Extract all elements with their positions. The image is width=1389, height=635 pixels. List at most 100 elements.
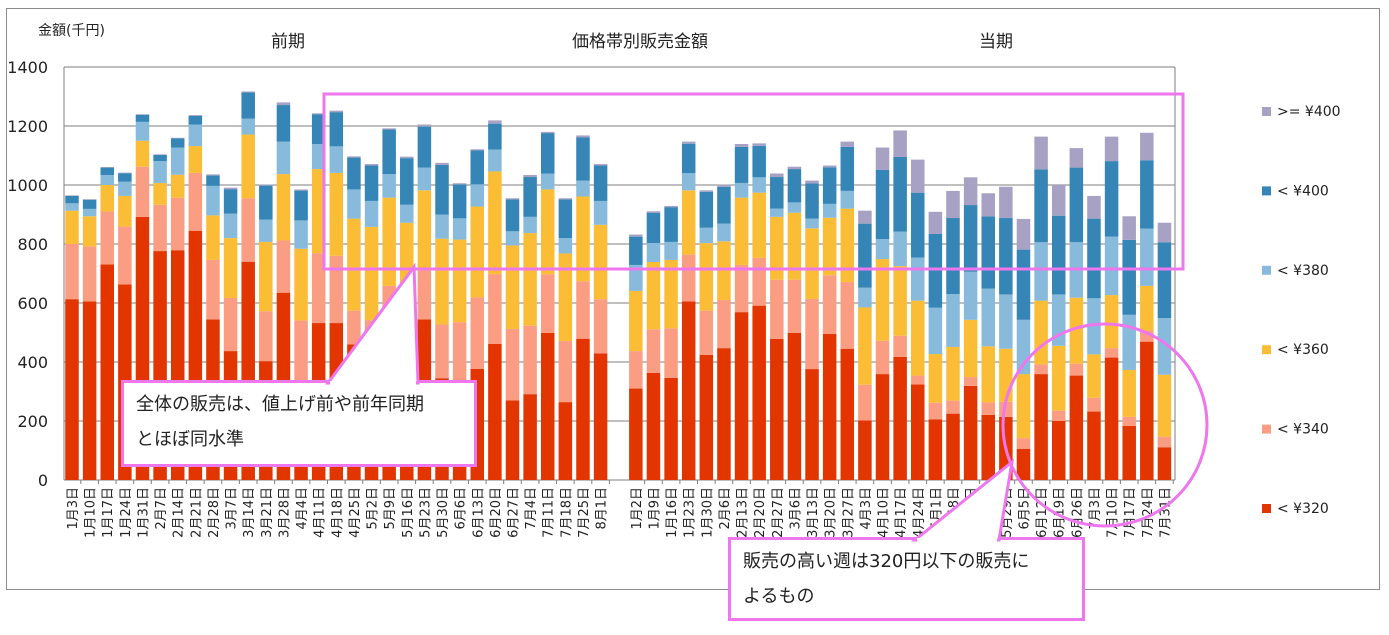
bar-segment xyxy=(1122,426,1136,480)
bar-segment xyxy=(858,287,872,308)
bar-segment xyxy=(822,217,837,276)
bar-segment xyxy=(100,174,114,185)
bar-segment xyxy=(505,328,520,401)
bar-segment xyxy=(664,328,678,378)
annotation-callout-overall: 全体の販売は、値上げ前や前年同期 とほぼ同水準 xyxy=(121,380,477,467)
bar-segment xyxy=(946,294,960,347)
x-tick-label: 7月10日 xyxy=(1106,487,1121,538)
bar-segment xyxy=(981,193,995,217)
x-tick-label: 3月20日 xyxy=(824,487,839,538)
bar-segment xyxy=(206,175,220,186)
bar-segment xyxy=(417,190,432,271)
bar-segment xyxy=(65,195,79,196)
bar-segment xyxy=(276,102,291,106)
bar-segment xyxy=(629,290,643,352)
bar-segment xyxy=(752,145,766,178)
bar-segment xyxy=(153,161,167,183)
bar-segment xyxy=(82,301,97,480)
bar-segment xyxy=(82,199,97,209)
bar-segment xyxy=(787,169,802,203)
x-tick-label: 3月28日 xyxy=(277,487,292,538)
bar-segment xyxy=(470,297,485,369)
bar-segment xyxy=(805,369,819,480)
bar-segment xyxy=(82,246,97,302)
bar-segment xyxy=(999,218,1013,295)
x-tick-label: 4月3日 xyxy=(859,487,874,530)
bar-segment xyxy=(911,300,925,376)
bar-segment xyxy=(963,377,978,386)
annotation-line: 全体の販売は、値上げ前や前年同期 xyxy=(136,394,424,415)
bar-segment xyxy=(347,310,361,345)
bar-segment xyxy=(241,118,255,135)
bar-segment xyxy=(558,253,573,342)
bar-segment xyxy=(946,413,960,480)
legend-swatch xyxy=(1262,504,1271,513)
bar-segment xyxy=(1069,363,1084,376)
bar-segment xyxy=(241,91,255,93)
bar-segment xyxy=(1157,242,1172,319)
x-tick-label: 6月13日 xyxy=(471,487,486,538)
bar-segment xyxy=(223,213,238,239)
bar-segment xyxy=(118,226,132,285)
bar-segment xyxy=(664,377,678,480)
bar-segment xyxy=(259,311,273,362)
x-tick-label: 2月7日 xyxy=(154,487,169,530)
bar-segment xyxy=(1087,397,1101,412)
bar-segment xyxy=(82,208,97,217)
bar-segment xyxy=(188,146,203,173)
x-tick-label: 7月11日 xyxy=(542,487,557,538)
bar-segment xyxy=(858,384,872,421)
x-tick-label: 7月4日 xyxy=(524,487,539,530)
bar-segment xyxy=(1016,218,1031,250)
x-tick-label: 1月10日 xyxy=(84,487,99,538)
bar-segment xyxy=(65,195,79,204)
x-tick-label: 7月25日 xyxy=(577,487,592,538)
bar-segment xyxy=(822,275,837,334)
bar-segment xyxy=(1051,410,1066,421)
legend-item: < ¥400 xyxy=(1262,183,1329,199)
bar-segment xyxy=(664,207,678,242)
bar-segment xyxy=(435,164,449,215)
x-tick-label: 3月21日 xyxy=(260,487,275,538)
bar-segment xyxy=(752,257,766,306)
bar-segment xyxy=(999,348,1013,402)
x-tick-label: 5月23日 xyxy=(418,487,433,538)
bar-segment xyxy=(276,240,291,293)
bar-segment xyxy=(400,158,414,205)
bar-segment xyxy=(540,131,555,134)
bar-segment xyxy=(946,190,960,219)
bar-segment xyxy=(276,105,291,142)
bar-segment xyxy=(963,271,978,320)
x-tick-label: 5月29日 xyxy=(1000,487,1015,538)
bar-segment xyxy=(1122,369,1136,417)
bar-segment xyxy=(576,180,590,197)
bar-segment xyxy=(805,218,819,229)
annotation-callout-high-weeks: 販売の高い週は320円以下の販売に よるもの xyxy=(728,537,1085,621)
legend-label: < ¥320 xyxy=(1277,501,1329,517)
bar-segment xyxy=(118,195,132,227)
bar-segment xyxy=(593,200,608,225)
bar-segment xyxy=(558,198,573,200)
x-tick-label: 4月4日 xyxy=(295,487,310,530)
bar-segment xyxy=(875,374,890,480)
bar-segment xyxy=(681,143,696,174)
bar-segment xyxy=(928,211,943,234)
bar-segment xyxy=(206,174,220,176)
x-tick-label: 3月6日 xyxy=(788,487,803,530)
bar-segment xyxy=(382,197,396,286)
x-tick-label: 4月25日 xyxy=(348,487,363,538)
bar-segment xyxy=(1087,354,1101,398)
x-tick-label: 5月9日 xyxy=(383,487,398,530)
bar-segment xyxy=(523,216,537,234)
bar-segment xyxy=(593,224,608,300)
bar-segment xyxy=(364,226,379,321)
legend-label: < ¥400 xyxy=(1277,183,1329,199)
bar-segment xyxy=(470,149,485,151)
bar-segment xyxy=(311,113,326,115)
x-tick-label: 2月21日 xyxy=(189,487,204,538)
bar-segment xyxy=(1069,375,1084,480)
bar-segment xyxy=(135,166,150,217)
x-tick-label: 4月18日 xyxy=(330,487,345,538)
bar-segment xyxy=(981,414,995,480)
